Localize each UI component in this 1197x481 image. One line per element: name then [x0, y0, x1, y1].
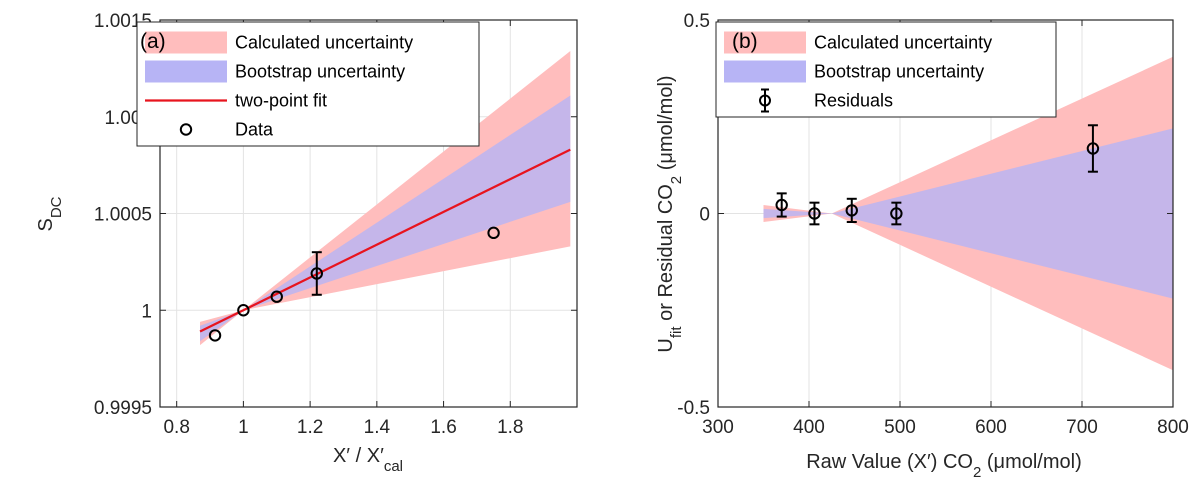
legend-label: Bootstrap uncertainty: [235, 62, 405, 82]
legend-label: Calculated uncertainty: [235, 33, 413, 53]
panel-a: 0.8 1 1.2 1.4 1.6 1.80.999511.00051.0011.0015…: [35, 11, 578, 475]
data-point: [808, 207, 821, 220]
y-axis-label: Ufit or Residual CO2 (μmol/mol): [655, 75, 685, 352]
legend-label: Residuals: [814, 91, 893, 111]
x-tick-label: 400: [793, 417, 825, 438]
x-axis-label-sub: 2: [973, 464, 981, 481]
x-tick-label: 600: [975, 417, 1007, 438]
y-axis-label-sub: DC: [48, 196, 65, 218]
panel-label-a: (a): [140, 30, 166, 53]
y-tick-label: 0.5: [684, 11, 710, 32]
y-axis-label-part: U: [655, 338, 677, 352]
y-tick-label: -0.5: [677, 398, 710, 419]
y-axis-label: SDC: [35, 196, 65, 231]
x-axis-label-part: Raw Value (X′) CO: [806, 451, 973, 473]
y-tick-label: 0: [699, 205, 710, 226]
panel-b: 300 400 500 600 700 800 -0.5 0 0.5 Calculated unc…: [655, 11, 1189, 481]
data-point: [237, 304, 250, 317]
y-tick-label: 1: [141, 301, 152, 322]
legend-label: Data: [235, 120, 274, 140]
x-axis-label-part: (μmol/mol): [981, 451, 1081, 473]
legend-swatch-residual: [759, 94, 771, 107]
band-bootstrap: [200, 95, 571, 342]
x-tick-label: 1.4: [364, 417, 391, 438]
fit-line: [199, 148, 571, 333]
x-tick-label: 1.8: [497, 417, 523, 438]
y-tick-label: 0.9995: [94, 398, 152, 419]
x-tick-label: 500: [884, 417, 916, 438]
data-point: [310, 267, 323, 280]
x-tick-label: 300: [702, 417, 734, 438]
data-point: [1086, 142, 1100, 155]
data-point: [487, 226, 500, 240]
x-tick-label: 1.2: [297, 417, 323, 438]
y-axis-label-sub: fit: [668, 326, 685, 339]
x-tick-label: 1.6: [430, 417, 456, 438]
data-point: [845, 204, 858, 217]
x-axis-label-main: X′ / X′: [333, 445, 384, 467]
y-axis-label-part: or Residual CO: [655, 184, 677, 326]
band-bootstrap: [763, 128, 1173, 299]
data-point: [270, 290, 283, 303]
data-point: [775, 198, 788, 212]
x-axis-label-sub: cal: [384, 458, 403, 475]
panel-label-b: (b): [732, 30, 758, 53]
x-tick-label: 1: [238, 417, 249, 438]
legend-swatch-calculated: [724, 31, 806, 54]
data-point: [890, 207, 903, 220]
legend-label: two-point fit: [235, 91, 327, 111]
y-tick-label: 1.0005: [94, 205, 152, 226]
x-tick-label: 800: [1157, 417, 1189, 438]
y-axis-label-part: (μmol/mol): [655, 75, 677, 175]
x-axis-label: X′ / X′cal: [333, 445, 403, 475]
x-tick-label: 0.8: [163, 417, 189, 438]
data-point: [208, 329, 222, 342]
y-axis-label-sub: 2: [668, 176, 685, 184]
legend-swatch-data: [179, 123, 193, 136]
y-axis-label-main: S: [35, 218, 57, 231]
x-axis-label: Raw Value (X′) CO2 (μmol/mol): [806, 451, 1082, 481]
legend-swatch-bootstrap: [145, 60, 227, 83]
legend-swatch-calculated: [145, 31, 227, 54]
legend-swatch-bootstrap: [724, 60, 806, 83]
legend-label: Calculated uncertainty: [814, 33, 992, 53]
legend-label: Bootstrap uncertainty: [814, 62, 984, 82]
x-tick-label: 700: [1066, 417, 1098, 438]
